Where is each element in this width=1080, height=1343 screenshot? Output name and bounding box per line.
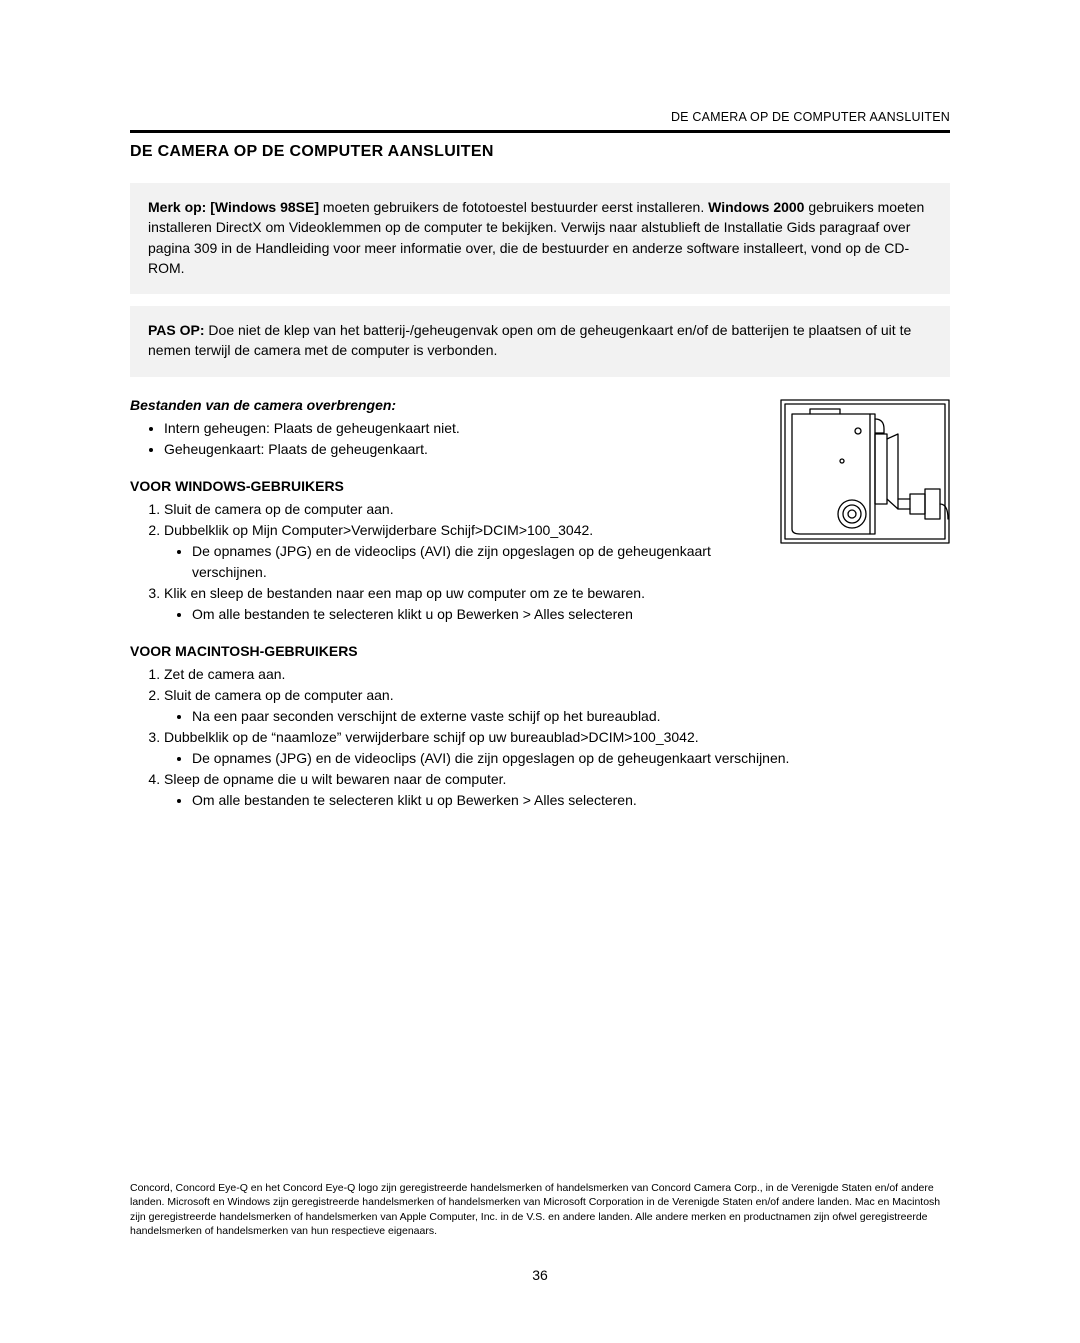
- body-content: Bestanden van de camera overbrengen: Int…: [130, 395, 950, 811]
- mac-steps: Zet de camera aan. Sluit de camera op de…: [130, 664, 950, 811]
- sub-item: De opnames (JPG) en de videoclips (AVI) …: [192, 541, 950, 583]
- step-text: Sluit de camera op de computer aan.: [164, 501, 394, 517]
- sub-item: De opnames (JPG) en de videoclips (AVI) …: [192, 748, 950, 769]
- note2-rest: Doe niet de klep van het batterij-/geheu…: [148, 322, 911, 358]
- running-header: DE CAMERA OP DE COMPUTER AANSLUITEN: [130, 110, 950, 124]
- page-number: 36: [0, 1267, 1080, 1283]
- list-item: Klik en sleep de bestanden naar een map …: [164, 583, 950, 625]
- note-box-1: Merk op: [Windows 98SE] moeten gebruiker…: [130, 183, 950, 294]
- step-text: Zet de camera aan.: [164, 666, 285, 682]
- list-item: Zet de camera aan.: [164, 664, 950, 685]
- list-item: Sleep de opname die u wilt bewaren naar …: [164, 769, 950, 811]
- header-rule: [130, 130, 950, 133]
- step-text: Dubbelklik op de “naamloze” verwijderbar…: [164, 729, 699, 745]
- step-text: Dubbelklik op Mijn Computer>Verwijderbar…: [164, 522, 593, 538]
- sub-item: Om alle bestanden te selecteren klikt u …: [192, 604, 950, 625]
- page-title: DE CAMERA OP DE COMPUTER AANSLUITEN: [130, 143, 950, 161]
- step-text: Sluit de camera op de computer aan.: [164, 687, 394, 703]
- note1-win2000: Windows 2000: [708, 199, 804, 215]
- list-item: Sluit de camera op de computer aan. Na e…: [164, 685, 950, 727]
- note-box-2: PAS OP: Doe niet de klep van het batteri…: [130, 306, 950, 377]
- manual-page: DE CAMERA OP DE COMPUTER AANSLUITEN DE C…: [0, 0, 1080, 1343]
- sub-item: Na een paar seconden verschijnt de exter…: [192, 706, 950, 727]
- list-item: Dubbelklik op de “naamloze” verwijderbar…: [164, 727, 950, 769]
- note1-mid: moeten gebruikers de fototoestel bestuur…: [319, 199, 708, 215]
- note1-prefix: Merk op: [Windows 98SE]: [148, 199, 319, 215]
- mac-heading: VOOR MACINTOSH-GEBRUIKERS: [130, 641, 950, 662]
- note2-prefix: PAS OP:: [148, 322, 205, 338]
- legal-footer: Concord, Concord Eye-Q en het Concord Ey…: [130, 1181, 950, 1238]
- camera-connection-figure: [780, 399, 950, 544]
- step-text: Sleep de opname die u wilt bewaren naar …: [164, 771, 506, 787]
- step-text: Klik en sleep de bestanden naar een map …: [164, 585, 645, 601]
- sub-item: Om alle bestanden te selecteren klikt u …: [192, 790, 950, 811]
